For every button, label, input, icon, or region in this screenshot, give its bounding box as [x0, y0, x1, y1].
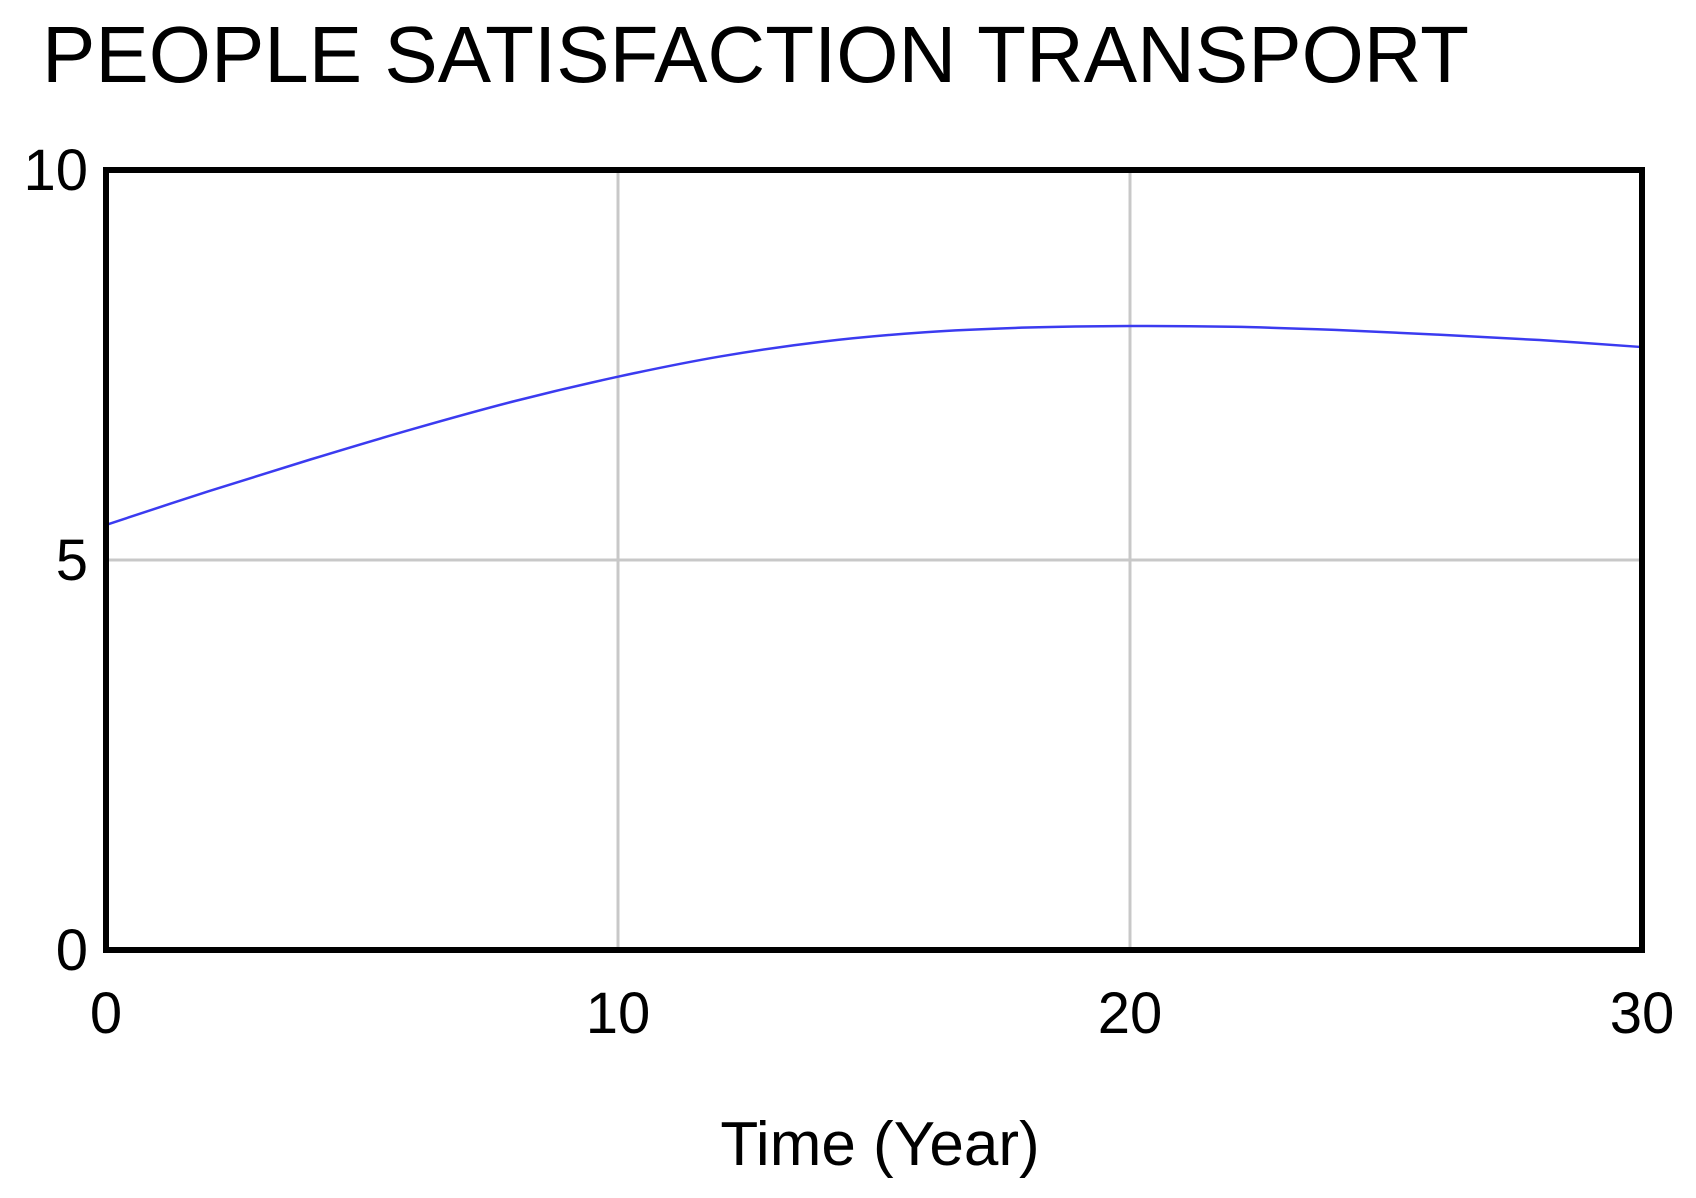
- x-tick-label-10: 10: [586, 981, 651, 1046]
- x-tick-label-20: 20: [1098, 981, 1163, 1046]
- x-tick-label-0: 0: [90, 981, 122, 1046]
- plot-area-frame: [103, 167, 1645, 953]
- x-axis-ticks: 0 10 20 30: [90, 981, 1674, 1046]
- y-tick-label-5: 5: [56, 528, 88, 593]
- x-tick-label-30: 30: [1610, 981, 1675, 1046]
- grid: [104, 168, 1644, 952]
- y-axis-ticks: 0 5 10: [23, 138, 88, 983]
- x-axis-label: Time (Year): [720, 1110, 1039, 1179]
- y-tick-label-10: 10: [23, 138, 88, 203]
- y-tick-label-0: 0: [56, 918, 88, 983]
- chart-title: PEOPLE SATISFACTION TRANSPORT: [42, 10, 1469, 99]
- series-line-people-satisfaction: [105, 324, 1643, 527]
